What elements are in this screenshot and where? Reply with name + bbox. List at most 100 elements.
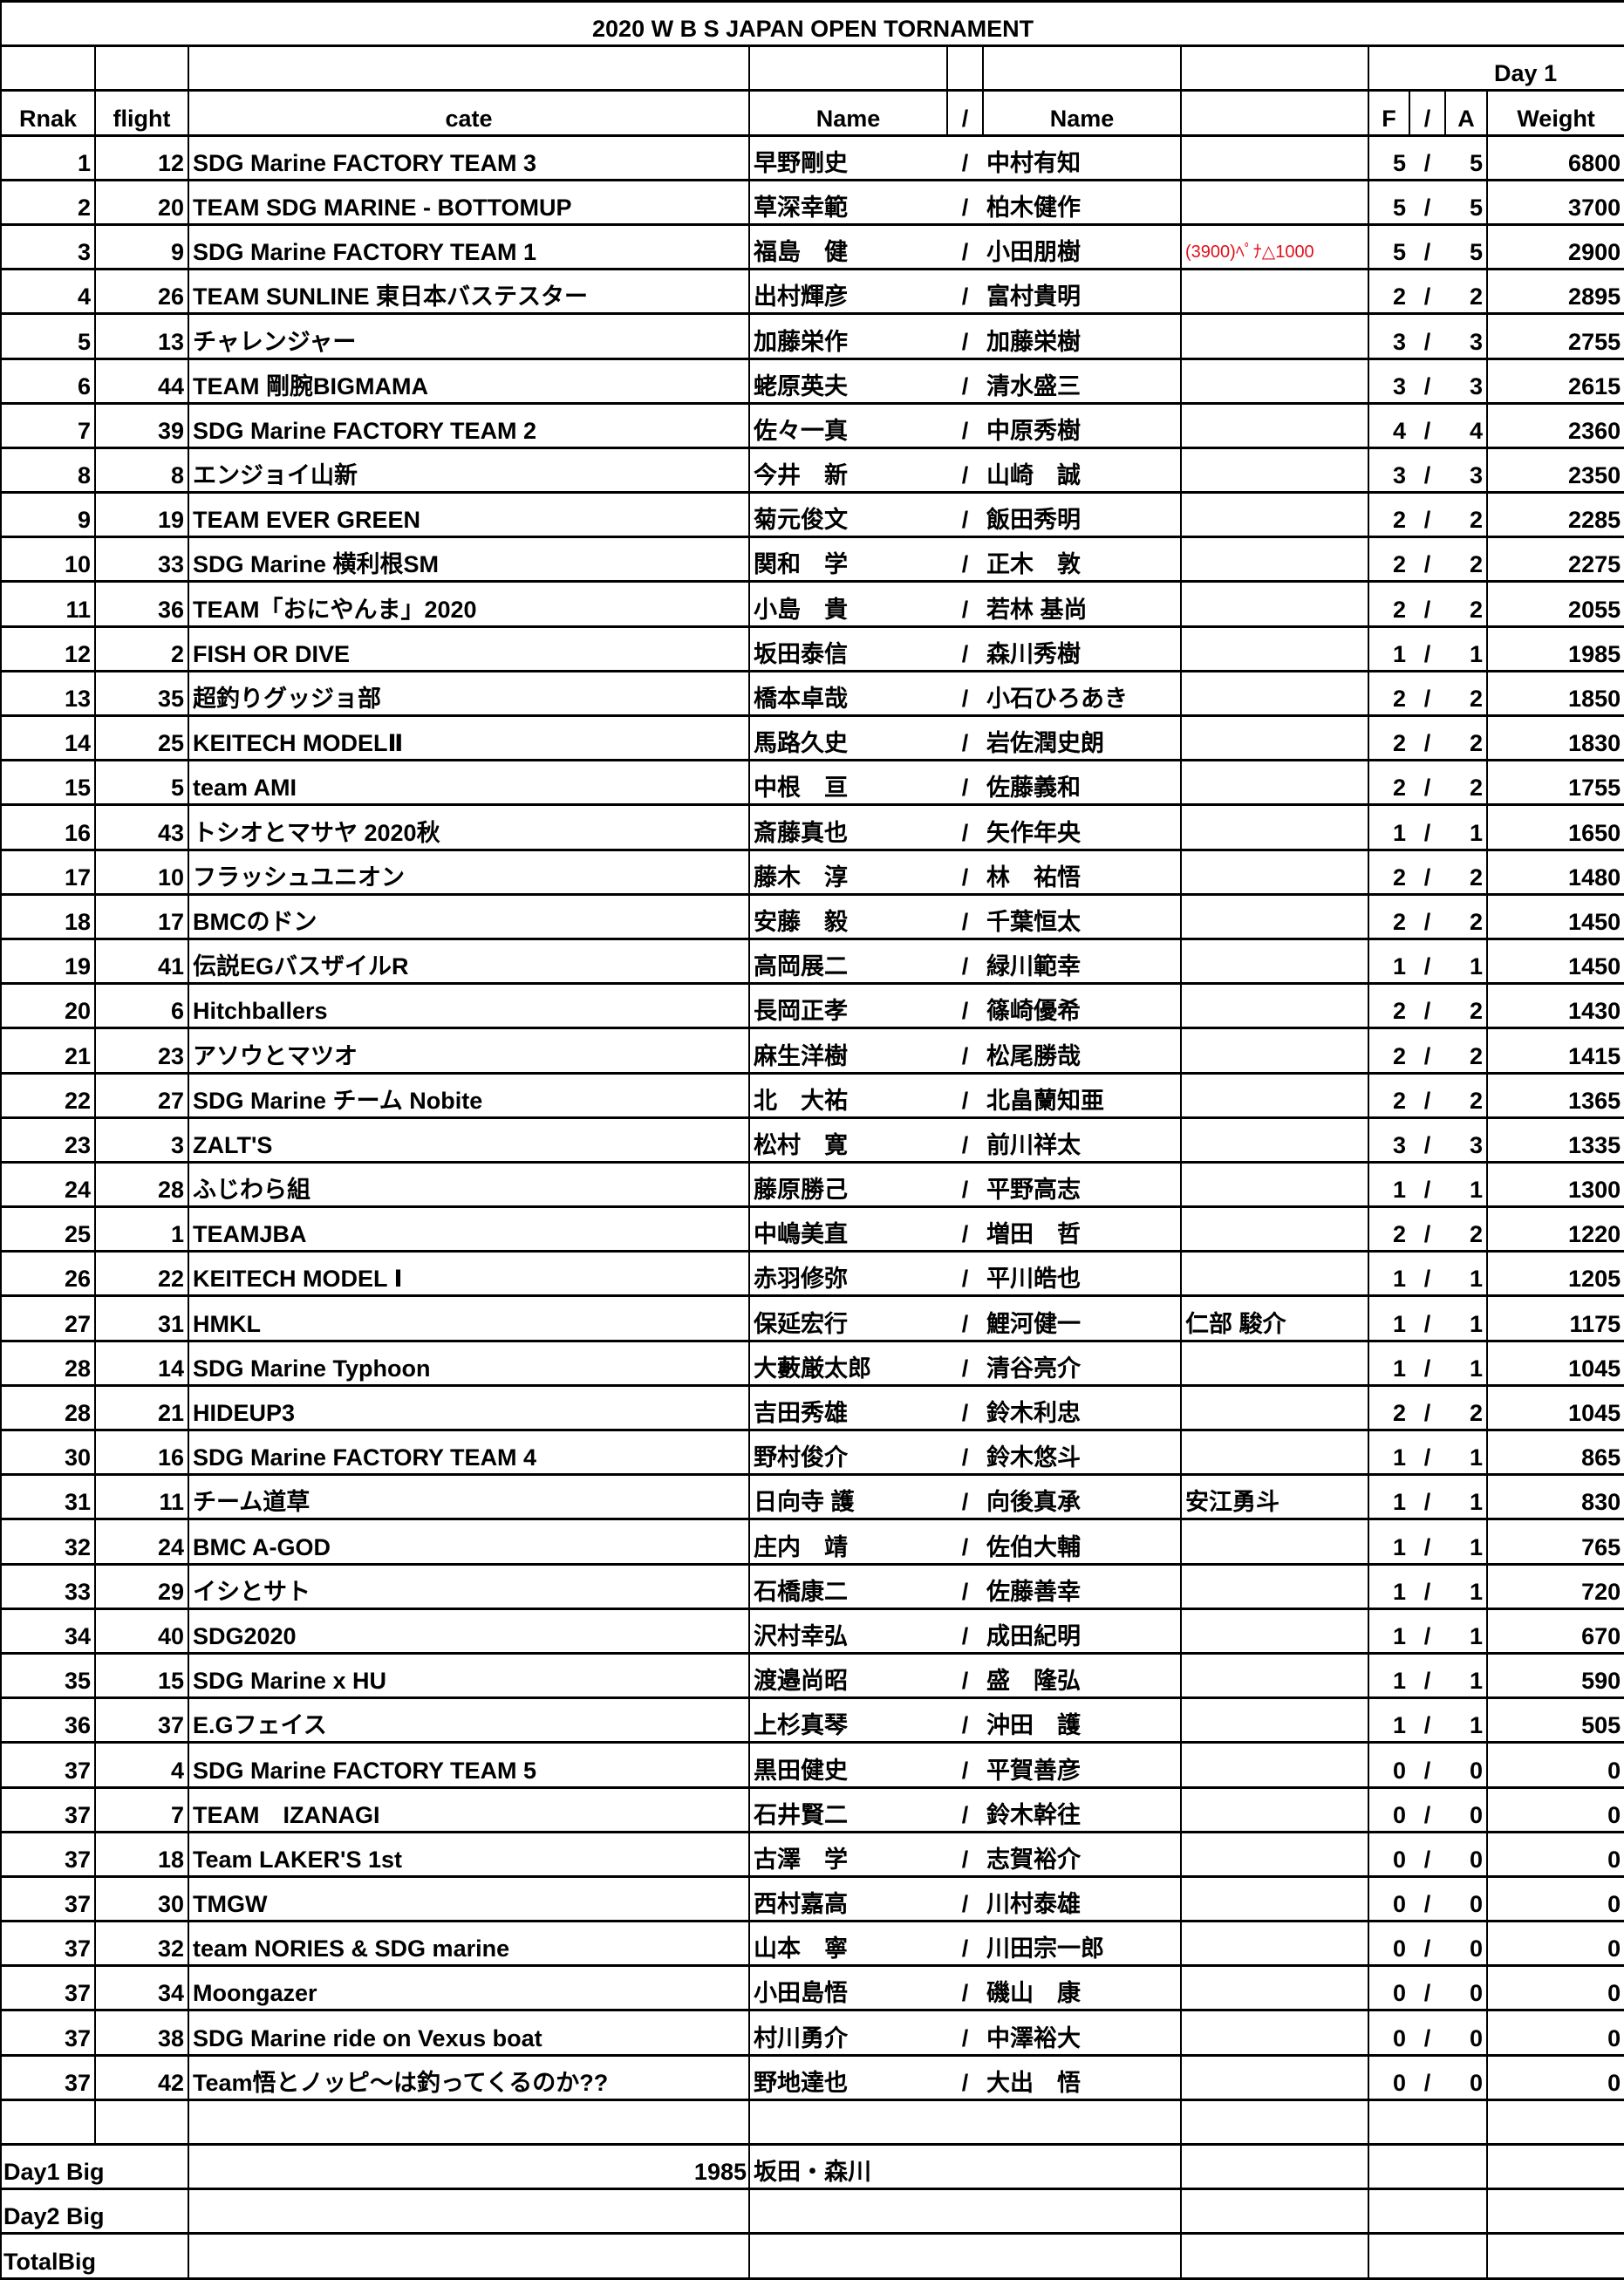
table-row: 37 32 team NORIES & SDG marine 山本 寧 / 川田宗一郎 0/… <box>0 1921 1624 1968</box>
team-name-cell: 伝説EGバスザイルR <box>188 939 750 986</box>
team-name-cell: SDG2020 <box>188 1608 750 1655</box>
table-row: 37 30 TMGW 西村嘉高 / 川村泰雄 0/0 0 <box>0 1876 1624 1923</box>
fish-count-cell: 3 <box>1368 358 1409 405</box>
name-slash: / <box>947 626 983 672</box>
angler2-cell: 中澤裕大 <box>983 2010 1182 2057</box>
rank-cell: 22 <box>0 1073 96 1119</box>
flight-cell: 18 <box>94 1832 189 1878</box>
note-cell <box>1180 1251 1369 1298</box>
note-cell: 安江勇斗 <box>1180 1474 1369 1521</box>
angler1-cell: 石橋康二 <box>748 1564 947 1610</box>
table-row: 20 6 Hitchballers 長岡正孝 / 篠崎優希 2/2 1430 <box>0 983 1624 1030</box>
cell <box>1180 2188 1369 2236</box>
note-cell <box>1180 850 1369 896</box>
weight-cell: 1175 <box>1485 1295 1624 1342</box>
col-header-name2: Name <box>982 90 1182 137</box>
alive-count-cell: 4 <box>1445 403 1488 449</box>
count-slash: / <box>1409 180 1445 226</box>
fish-count-cell: 0 <box>1368 1742 1409 1789</box>
table-row: 14 25 KEITECH MODELⅡ 馬路久史 / 岩佐潤史朗 2/2 1830 <box>0 715 1624 762</box>
angler2-cell: 正木 敦 <box>983 536 1182 584</box>
note-cell <box>1180 2055 1369 2101</box>
weight-cell: 0 <box>1485 1876 1624 1923</box>
count-slash: / <box>1409 1653 1445 1700</box>
rank-cell: 11 <box>0 581 96 628</box>
alive-count-cell: 2 <box>1445 1073 1488 1119</box>
rank-cell: 18 <box>0 894 96 940</box>
fish-count-cell: 3 <box>1368 313 1409 360</box>
alive-count-cell: 5 <box>1445 180 1488 226</box>
name-slash: / <box>947 313 983 360</box>
count-slash: / <box>1409 894 1445 940</box>
angler1-cell: 加藤栄作 <box>748 313 947 360</box>
cell <box>1180 2142 1369 2191</box>
alive-count-cell: 3 <box>1445 447 1488 495</box>
fish-count-cell: 1 <box>1368 1564 1409 1610</box>
angler1-cell: 保延宏行 <box>748 1295 947 1342</box>
fish-count-cell: 1 <box>1368 1341 1409 1387</box>
team-name-cell: SDG Marine FACTORY TEAM 5 <box>188 1742 750 1789</box>
angler1-cell: 古澤 学 <box>748 1832 947 1878</box>
big-fish-weight <box>188 2188 750 2236</box>
name-slash: / <box>947 1608 983 1655</box>
fish-count-cell: 2 <box>1368 1073 1409 1119</box>
angler2-cell: 盛 隆弘 <box>983 1653 1182 1700</box>
weight-cell: 2895 <box>1485 269 1624 316</box>
count-slash: / <box>1409 1385 1445 1432</box>
col-header-weight: Weight <box>1485 90 1624 137</box>
count-slash: / <box>1409 1519 1445 1566</box>
fish-count-cell: 2 <box>1368 715 1409 762</box>
angler1-cell: 日向寺 護 <box>748 1474 947 1521</box>
table-row: 3 9 SDG Marine FACTORY TEAM 1 福島 健 / 小田朋樹 (390… <box>0 224 1624 271</box>
flight-cell: 23 <box>94 1027 189 1075</box>
rank-cell: 26 <box>0 1251 96 1298</box>
table-row: 35 15 SDG Marine x HU 渡邉尚昭 / 盛 隆弘 1/1 590 <box>0 1653 1624 1700</box>
angler2-cell: 林 祐悟 <box>983 850 1182 896</box>
rank-cell: 7 <box>0 403 96 449</box>
alive-count-cell: 1 <box>1445 804 1488 851</box>
rank-cell: 37 <box>0 1965 96 2012</box>
angler1-cell: 吉田秀雄 <box>748 1385 947 1432</box>
count-slash: / <box>1409 1832 1445 1878</box>
fish-count-cell: 3 <box>1368 447 1409 495</box>
flight-cell: 21 <box>94 1385 189 1432</box>
rank-cell: 37 <box>0 1832 96 1878</box>
team-name-cell: BMCのドン <box>188 894 750 940</box>
fish-count-cell: 1 <box>1368 1162 1409 1209</box>
table-row: 18 17 BMCのドン 安藤 毅 / 千葉恒太 2/2 1450 <box>0 894 1624 940</box>
cell <box>94 45 189 92</box>
flight-cell: 4 <box>94 1742 189 1789</box>
flight-cell: 2 <box>94 626 189 672</box>
flight-cell: 13 <box>94 313 189 360</box>
alive-count-cell: 2 <box>1445 850 1488 896</box>
weight-cell: 1430 <box>1485 983 1624 1030</box>
angler2-cell: 中村有知 <box>983 135 1182 181</box>
angler1-cell: 安藤 毅 <box>748 894 947 940</box>
alive-count-cell: 2 <box>1445 581 1488 628</box>
angler2-cell: 清谷亮介 <box>983 1341 1182 1387</box>
rank-cell: 21 <box>0 1027 96 1075</box>
fish-count-cell: 5 <box>1368 135 1409 181</box>
flight-cell: 16 <box>94 1430 189 1477</box>
weight-cell: 830 <box>1485 1474 1624 1521</box>
angler1-cell: 斎藤真也 <box>748 804 947 851</box>
angler2-cell: 磯山 康 <box>983 1965 1182 2012</box>
table-row: 21 23 アソウとマツオ 麻生洋樹 / 松尾勝哉 2/2 1415 <box>0 1027 1624 1075</box>
angler2-cell: 若林 基尚 <box>983 581 1182 628</box>
angler1-cell: 関和 学 <box>748 536 947 584</box>
fish-count-cell: 0 <box>1368 1787 1409 1833</box>
weight-cell: 0 <box>1485 1921 1624 1968</box>
alive-count-cell: 2 <box>1445 1385 1488 1432</box>
angler1-cell: 庄内 靖 <box>748 1519 947 1566</box>
fish-count-cell: 2 <box>1368 760 1409 807</box>
angler2-cell: 沖田 護 <box>983 1697 1182 1744</box>
alive-count-cell: 1 <box>1445 1697 1488 1744</box>
flight-cell: 31 <box>94 1295 189 1342</box>
note-cell <box>1180 894 1369 940</box>
weight-cell: 2350 <box>1485 447 1624 495</box>
note-cell: (3900)ﾍﾟﾅ△1000 <box>1180 224 1369 271</box>
team-name-cell: SDG Marine FACTORY TEAM 3 <box>188 135 750 181</box>
alive-count-cell: 5 <box>1445 224 1488 271</box>
alive-count-cell: 0 <box>1445 2055 1488 2101</box>
table-row: 27 31 HMKL 保延宏行 / 鯉河健一 仁部 駿介 1/1 1175 <box>0 1295 1624 1342</box>
